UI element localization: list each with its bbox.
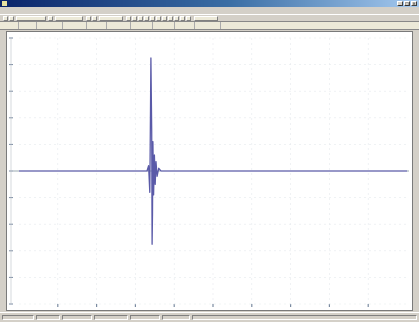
toolbar-button[interactable] [162, 16, 167, 21]
tab[interactable] [196, 22, 221, 29]
toolbar-button[interactable] [86, 16, 91, 21]
status-pane [94, 315, 128, 320]
waveform-chart [9, 37, 409, 307]
tab[interactable] [62, 22, 87, 29]
maximize-icon: □ [405, 1, 409, 6]
status-pane [62, 315, 92, 320]
minimize-icon: _ [399, 1, 401, 6]
menu-item[interactable] [0, 7, 18, 14]
menu-item[interactable] [38, 7, 64, 14]
close-button[interactable]: × [411, 1, 417, 6]
title-bar: _ □ × [0, 0, 419, 7]
tab[interactable] [2, 22, 19, 29]
toolbar-button[interactable] [156, 16, 161, 21]
menu-bar [0, 7, 419, 14]
menu-item[interactable] [106, 7, 122, 14]
menu-item[interactable] [64, 7, 82, 14]
tab-strip [0, 22, 419, 30]
tab[interactable] [174, 22, 195, 29]
toolbar-button[interactable] [92, 16, 97, 21]
toolbar-button[interactable] [132, 16, 137, 21]
app-icon [2, 1, 7, 6]
toolbar-button[interactable] [48, 16, 53, 21]
toolbar-dropdown[interactable] [99, 16, 123, 21]
toolbar-dropdown[interactable] [194, 16, 218, 21]
waveform-series-line [19, 57, 407, 245]
toolbar-button[interactable] [144, 16, 149, 21]
minimize-button[interactable]: _ [397, 1, 403, 6]
tab[interactable] [36, 22, 63, 29]
tab[interactable] [130, 22, 153, 29]
status-pane [2, 315, 34, 320]
close-icon: × [412, 1, 416, 6]
status-pane [36, 315, 60, 320]
toolbar-button[interactable] [126, 16, 131, 21]
toolbar-dropdown[interactable] [55, 16, 83, 21]
toolbar-button[interactable] [186, 16, 191, 21]
waveform-plot[interactable] [6, 31, 413, 311]
tab[interactable] [18, 22, 37, 29]
status-bar [0, 312, 419, 322]
tab[interactable] [152, 22, 175, 29]
maximize-button[interactable]: □ [404, 1, 410, 6]
toolbar-button[interactable] [9, 16, 14, 21]
toolbar-button[interactable] [150, 16, 155, 21]
status-pane [192, 315, 417, 320]
toolbar-dropdown[interactable] [16, 16, 46, 21]
tab[interactable] [86, 22, 107, 29]
menu-item[interactable] [82, 7, 106, 14]
status-pane [162, 315, 190, 320]
toolbar-button[interactable] [138, 16, 143, 21]
tab[interactable] [106, 22, 131, 29]
toolbar-button[interactable] [174, 16, 179, 21]
toolbar [0, 14, 419, 22]
toolbar-button[interactable] [3, 16, 8, 21]
toolbar-button[interactable] [168, 16, 173, 21]
status-pane [130, 315, 160, 320]
toolbar-button[interactable] [180, 16, 185, 21]
menu-item[interactable] [18, 7, 38, 14]
